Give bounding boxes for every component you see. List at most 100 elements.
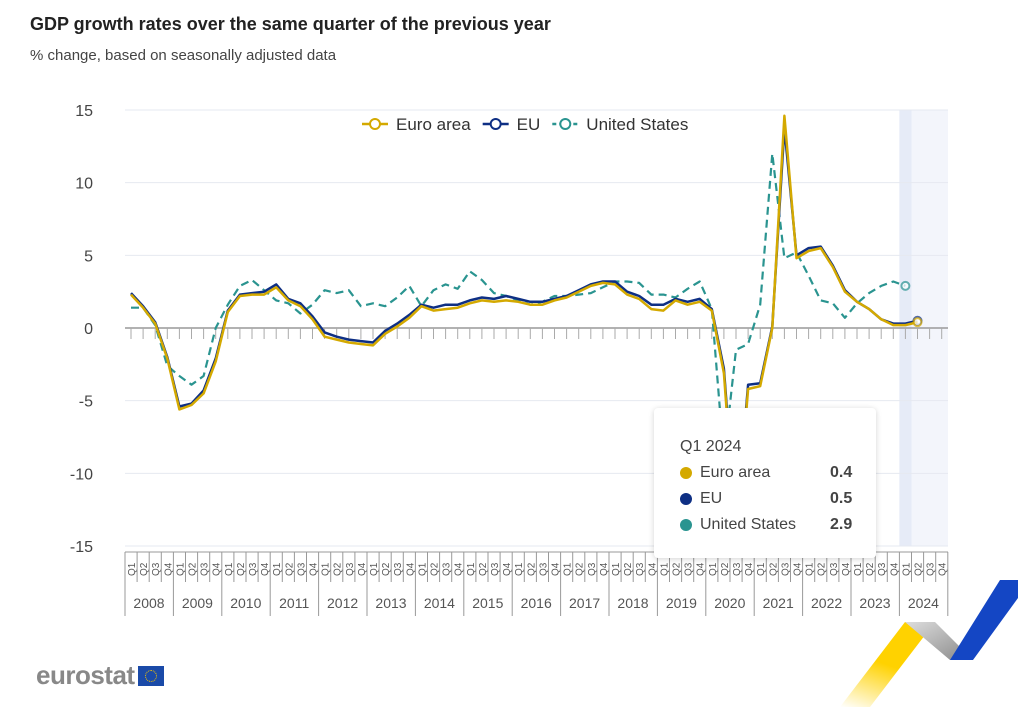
quarter-label: Q1 [853,562,864,576]
y-tick-label: -5 [79,394,93,411]
year-label: 2010 [230,595,261,611]
quarter-label: Q2 [526,562,537,576]
tooltip-value: 2.9 [830,516,853,533]
quarter-label: Q1 [708,562,719,576]
quarter-label: Q2 [817,562,828,576]
quarter-label: Q3 [877,562,888,576]
year-label: 2009 [182,595,213,611]
y-tick-label: 5 [84,248,93,265]
quarter-label: Q2 [720,562,731,576]
quarter-label: Q4 [212,562,223,576]
year-label: 2019 [666,595,697,611]
quarter-label: Q2 [236,562,247,576]
year-label: 2021 [763,595,794,611]
quarter-label: Q2 [139,562,150,576]
quarter-label: Q2 [284,562,295,576]
quarter-label: Q1 [175,562,186,576]
tooltip-value: 0.4 [830,464,853,481]
y-tick-label: 15 [75,103,93,120]
quarter-label: Q4 [357,562,368,576]
eu-dot-icon [680,493,692,505]
quarter-label: Q4 [841,562,852,576]
quarter-label: Q4 [938,562,949,576]
quarter-label: Q1 [272,562,283,576]
us-dot-icon [680,519,692,531]
quarter-label: Q1 [611,562,622,576]
year-label: 2023 [859,595,890,611]
quarter-label: Q3 [248,562,259,576]
quarter-label: Q4 [163,562,174,576]
year-label: 2015 [472,595,503,611]
quarter-label: Q3 [780,562,791,576]
eurostat-logo: eurostat [36,660,164,691]
quarter-label: Q1 [659,562,670,576]
quarter-label: Q3 [587,562,598,576]
tooltip-period: Q1 2024 [680,438,742,455]
hover-marker [900,280,911,291]
quarter-label: Q1 [901,562,912,576]
quarter-label: Q3 [926,562,937,576]
legend-item[interactable]: United States [586,115,688,134]
quarter-label: Q4 [454,562,465,576]
quarter-label: Q3 [732,562,743,576]
quarter-label: Q1 [563,562,574,576]
quarter-label: Q3 [393,562,404,576]
year-label: 2012 [327,595,358,611]
tooltip: Q1 2024 Euro area 0.4 EU 0.5 United States… [654,408,876,558]
year-label: 2017 [569,595,600,611]
legend-marker-icon [559,118,572,130]
quarter-label: Q4 [744,562,755,576]
logo-text: eurostat [36,660,135,690]
quarter-label: Q4 [260,562,271,576]
quarter-label: Q2 [188,562,199,576]
series-line-united-states [131,152,906,460]
tooltip-row: United States 2.9 [680,516,860,534]
year-label: 2022 [811,595,842,611]
y-tick-label: 0 [84,321,93,338]
quarter-label: Q1 [466,562,477,576]
y-tick-label: 10 [75,176,93,193]
chart-title: GDP growth rates over the same quarter o… [30,14,551,34]
decorative-stripes [840,580,1018,707]
quarter-label: Q4 [599,562,610,576]
quarter-label: Q1 [321,562,332,576]
quarter-label: Q2 [478,562,489,576]
year-label: 2011 [279,595,309,611]
legend-item[interactable]: EU [517,115,541,134]
year-label: 2020 [714,595,745,611]
quarter-label: Q1 [369,562,380,576]
quarter-label: Q3 [635,562,646,576]
legend-marker-icon [489,118,502,130]
quarter-label: Q1 [514,562,525,576]
quarter-label: Q3 [538,562,549,576]
chart-subtitle: % change, based on seasonally adjusted d… [30,47,337,64]
quarter-label: Q4 [889,562,900,576]
quarter-label: Q4 [551,562,562,576]
quarter-label: Q1 [224,562,235,576]
quarter-label: Q2 [381,562,392,576]
quarter-label: Q4 [647,562,658,576]
quarter-label: Q4 [502,562,513,576]
quarter-label: Q3 [345,562,356,576]
quarter-label: Q3 [296,562,307,576]
eu-flag-icon [137,665,164,686]
year-label: 2008 [133,595,164,611]
quarter-label: Q2 [768,562,779,576]
quarter-label: Q2 [430,562,441,576]
tooltip-value: 0.5 [830,490,853,507]
tooltip-series-name: EU [700,490,723,507]
quarter-label: Q1 [127,562,138,576]
quarter-label: Q2 [865,562,876,576]
tooltip-row: Euro area 0.4 [680,464,860,482]
quarter-label: Q4 [309,562,320,576]
tooltip-series-name: Euro area [700,464,771,481]
tooltip-series-name: United States [700,516,797,533]
legend-item[interactable]: Euro area [396,115,471,134]
hover-marker [912,317,923,328]
quarter-label: Q3 [684,562,695,576]
quarter-label: Q2 [575,562,586,576]
quarter-label: Q3 [151,562,162,576]
quarter-label: Q2 [914,562,925,576]
quarter-label: Q4 [793,562,804,576]
